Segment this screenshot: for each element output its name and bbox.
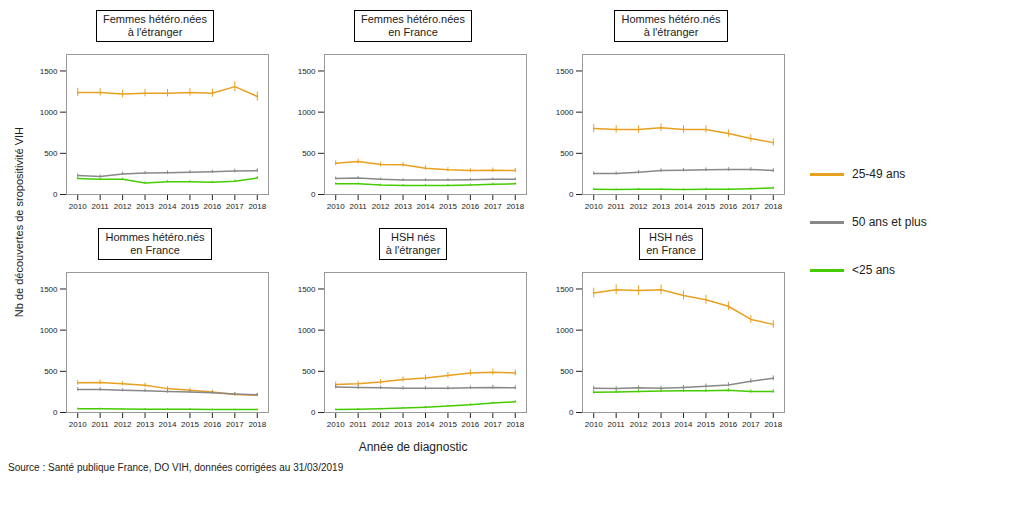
svg-text:2016: 2016 — [719, 420, 737, 429]
svg-text:2013: 2013 — [136, 420, 154, 429]
svg-text:2015: 2015 — [181, 420, 199, 429]
svg-text:2011: 2011 — [92, 202, 110, 211]
svg-text:2016: 2016 — [461, 420, 479, 429]
svg-text:0: 0 — [311, 408, 316, 417]
svg-text:2011: 2011 — [350, 420, 368, 429]
svg-text:2013: 2013 — [652, 420, 670, 429]
svg-text:1500: 1500 — [40, 285, 58, 294]
svg-text:500: 500 — [560, 149, 574, 158]
svg-text:2017: 2017 — [742, 202, 760, 211]
svg-text:2014: 2014 — [675, 202, 693, 211]
svg-text:2010: 2010 — [585, 420, 603, 429]
svg-text:2012: 2012 — [372, 202, 390, 211]
svg-text:500: 500 — [302, 367, 316, 376]
svg-text:2018: 2018 — [248, 202, 266, 211]
svg-text:2017: 2017 — [226, 202, 244, 211]
html-text:Source : Santé publique France: Source : Santé publique France, DO VIH, … — [8, 462, 344, 473]
svg-text:500: 500 — [560, 367, 574, 376]
svg-text:2010: 2010 — [69, 420, 87, 429]
svg-text:0: 0 — [569, 190, 574, 199]
svg-text:0: 0 — [53, 190, 58, 199]
html-text:25-49 ans: 25-49 ans — [852, 167, 906, 181]
svg-text:0: 0 — [53, 408, 58, 417]
svg-text:2010: 2010 — [327, 420, 345, 429]
svg-text:1500: 1500 — [556, 285, 574, 294]
html-text:Hommes hétéro.nés en France: Hommes hétéro.nés en France — [105, 231, 205, 256]
svg-text:2010: 2010 — [69, 202, 87, 211]
svg-text:2011: 2011 — [608, 202, 626, 211]
svg-text:2014: 2014 — [675, 420, 693, 429]
html-text:Femmes hétéro.nées en France: Femmes hétéro.nées en France — [361, 13, 465, 38]
svg-text:2013: 2013 — [394, 202, 412, 211]
html-text:HSH nés en France: HSH nés en France — [646, 231, 696, 256]
svg-text:1500: 1500 — [40, 67, 58, 76]
svg-text:2014: 2014 — [417, 420, 435, 429]
svg-text:1500: 1500 — [556, 67, 574, 76]
svg-text:1000: 1000 — [556, 108, 574, 117]
svg-text:2018: 2018 — [764, 420, 782, 429]
svg-text:2015: 2015 — [181, 202, 199, 211]
html-text:Nb de découvertes de sropositi: Nb de découvertes de sropositivité VIH — [13, 126, 25, 318]
svg-text:2014: 2014 — [159, 420, 177, 429]
html-text:50 ans et plus: 50 ans et plus — [852, 215, 927, 229]
svg-text:2012: 2012 — [114, 202, 132, 211]
svg-text:1000: 1000 — [556, 326, 574, 335]
svg-text:2012: 2012 — [630, 202, 648, 211]
svg-text:1000: 1000 — [298, 108, 316, 117]
svg-text:1000: 1000 — [40, 326, 58, 335]
svg-text:1500: 1500 — [298, 67, 316, 76]
svg-text:500: 500 — [302, 149, 316, 158]
svg-text:2013: 2013 — [136, 202, 154, 211]
svg-text:2013: 2013 — [652, 202, 670, 211]
svg-text:2012: 2012 — [372, 420, 390, 429]
svg-text:2018: 2018 — [248, 420, 266, 429]
svg-text:2011: 2011 — [92, 420, 110, 429]
svg-text:2015: 2015 — [439, 202, 457, 211]
svg-text:2015: 2015 — [697, 202, 715, 211]
svg-text:2015: 2015 — [439, 420, 457, 429]
svg-text:2017: 2017 — [742, 420, 760, 429]
svg-text:2017: 2017 — [484, 420, 502, 429]
svg-text:2012: 2012 — [630, 420, 648, 429]
svg-text:2013: 2013 — [394, 420, 412, 429]
svg-text:2011: 2011 — [608, 420, 626, 429]
svg-text:1000: 1000 — [298, 326, 316, 335]
svg-text:1000: 1000 — [40, 108, 58, 117]
svg-text:2011: 2011 — [350, 202, 368, 211]
svg-text:2018: 2018 — [764, 202, 782, 211]
html-text:Année de diagnostic: Année de diagnostic — [358, 440, 468, 454]
svg-text:0: 0 — [569, 408, 574, 417]
svg-text:500: 500 — [44, 149, 58, 158]
svg-text:2016: 2016 — [203, 420, 221, 429]
svg-text:2010: 2010 — [327, 202, 345, 211]
svg-text:0: 0 — [311, 190, 316, 199]
html-text:Hommes hétéro.nés à l'étranger: Hommes hétéro.nés à l'étranger — [621, 13, 721, 38]
svg-text:2014: 2014 — [159, 202, 177, 211]
svg-text:1500: 1500 — [298, 285, 316, 294]
svg-text:2018: 2018 — [506, 202, 524, 211]
svg-text:2010: 2010 — [585, 202, 603, 211]
svg-text:2017: 2017 — [226, 420, 244, 429]
svg-text:2014: 2014 — [417, 202, 435, 211]
html-text:HSH nés à l'étranger: HSH nés à l'étranger — [385, 231, 441, 256]
svg-text:2016: 2016 — [461, 202, 479, 211]
html-text:<25 ans: <25 ans — [852, 263, 895, 277]
svg-text:2017: 2017 — [484, 202, 502, 211]
svg-text:500: 500 — [44, 367, 58, 376]
svg-text:2015: 2015 — [697, 420, 715, 429]
svg-text:2018: 2018 — [506, 420, 524, 429]
svg-text:2012: 2012 — [114, 420, 132, 429]
svg-text:2016: 2016 — [719, 202, 737, 211]
svg-text:2016: 2016 — [203, 202, 221, 211]
html-text:Femmes hétéro.nées à l'étrange: Femmes hétéro.nées à l'étranger — [103, 13, 207, 38]
